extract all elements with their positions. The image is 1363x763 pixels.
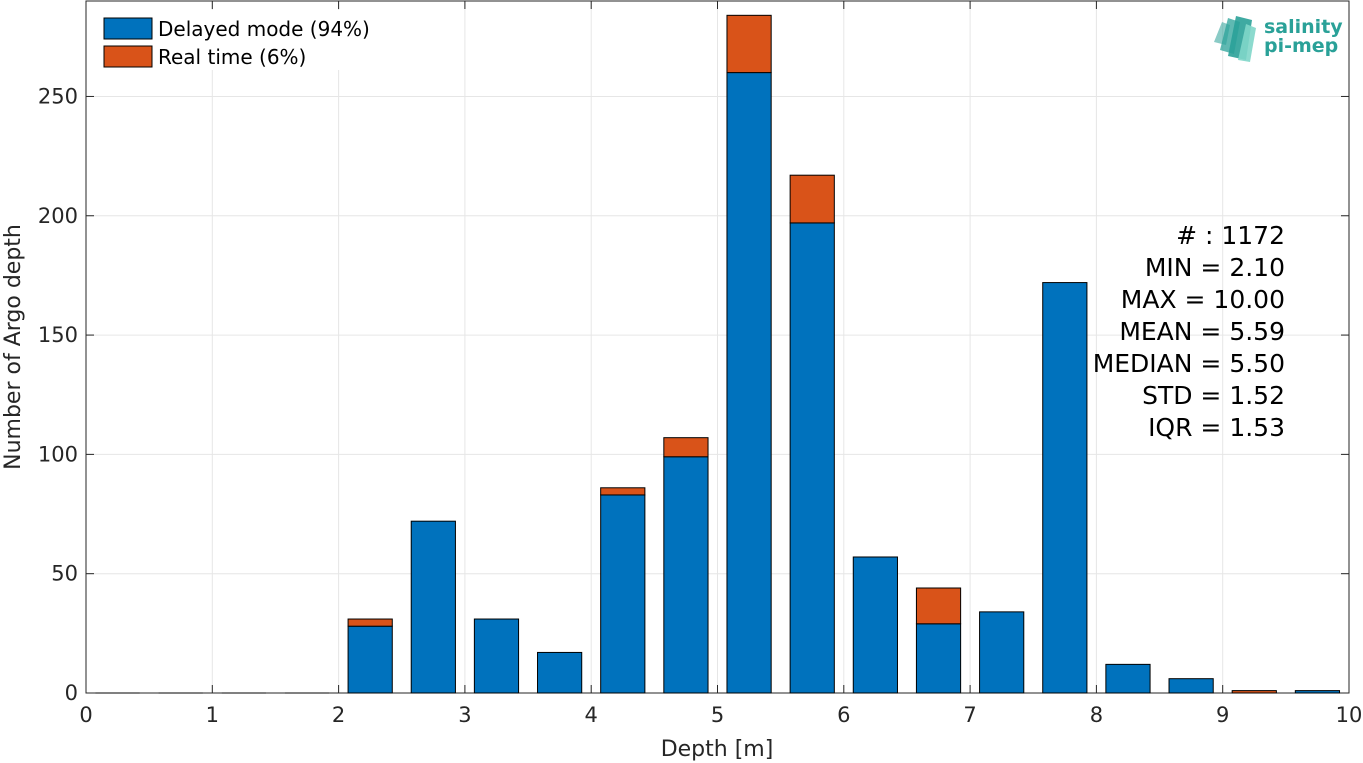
y-tick-label: 200	[38, 204, 78, 228]
legend-label-delayed: Delayed mode (94%)	[158, 17, 370, 41]
legend: Delayed mode (94%) Real time (6%)	[98, 10, 400, 70]
grid-lines	[86, 1, 1349, 693]
y-tick-label: 100	[38, 442, 78, 466]
bar-delayed-mode	[726, 72, 772, 694]
waves-logo-icon	[1214, 16, 1256, 62]
bar-delayed-mode	[663, 456, 709, 694]
y-tick-label: 0	[65, 681, 78, 705]
x-tick-label: 0	[79, 703, 92, 727]
bar-real-time	[789, 174, 835, 224]
x-tick-label: 10	[1336, 703, 1363, 727]
bar-delayed-mode	[852, 556, 898, 694]
stats-line: MEAN = 5.59	[1119, 317, 1285, 346]
bar-delayed-mode	[473, 618, 520, 694]
x-tick-label: 9	[1216, 703, 1229, 727]
legend-label-realtime: Real time (6%)	[158, 45, 306, 69]
stats-line: MEDIAN = 5.50	[1093, 349, 1285, 378]
bar-delayed-mode	[410, 520, 456, 694]
stats-line: IQR = 1.53	[1148, 413, 1285, 442]
stats-line: MIN = 2.10	[1145, 253, 1285, 282]
bar-real-time	[915, 587, 962, 625]
bar-delayed-mode	[537, 651, 583, 694]
legend-swatch-realtime	[103, 45, 153, 68]
bar-real-time	[1231, 690, 1277, 694]
x-tick-label: 7	[963, 703, 976, 727]
y-axis-title: Number of Argo depth	[1, 224, 26, 470]
bar-real-time	[347, 618, 393, 627]
bar-delayed-mode	[347, 625, 393, 694]
legend-swatch-delayed	[103, 17, 153, 40]
bar-delayed-mode	[915, 623, 962, 694]
stats-line: STD = 1.52	[1142, 381, 1285, 410]
x-tick-label: 3	[458, 703, 471, 727]
x-axis: 0 1 2 3 4 5 6 7 8 9 10	[79, 1, 1362, 727]
x-tick-label: 4	[585, 703, 598, 727]
bar-delayed-mode	[1294, 690, 1341, 694]
y-tick-label: 250	[38, 84, 78, 108]
bar-delayed-mode	[979, 611, 1025, 694]
bar-delayed-mode	[600, 494, 646, 694]
stats-line: # : 1172	[1176, 221, 1285, 250]
statistics-annotation: # : 1172 MIN = 2.10 MAX = 10.00 MEAN = 5.59…	[1093, 221, 1285, 442]
stats-line: MAX = 10.00	[1121, 285, 1285, 314]
bar-delayed-mode	[789, 222, 835, 694]
salinity-pi-mep-logo: salinity pi-mep	[1214, 16, 1343, 62]
bar-real-time	[600, 487, 646, 496]
bar-delayed-mode	[1168, 678, 1214, 694]
x-axis-title: Depth [m]	[661, 737, 774, 762]
bar-real-time	[726, 14, 772, 74]
y-tick-label: 50	[51, 562, 78, 586]
bars-group	[95, 14, 1341, 694]
logo-line2: pi-mep	[1264, 35, 1338, 57]
x-tick-label: 8	[1090, 703, 1103, 727]
x-tick-label: 1	[206, 703, 219, 727]
bar-delayed-mode	[1042, 282, 1088, 694]
x-tick-label: 5	[711, 703, 724, 727]
x-tick-label: 2	[332, 703, 345, 727]
logo-line1: salinity	[1264, 16, 1343, 38]
bar-real-time	[663, 437, 709, 458]
y-tick-label: 150	[38, 323, 78, 347]
bar-delayed-mode	[1105, 663, 1151, 694]
y-axis: 0 50 100 150 200 250	[38, 84, 1349, 705]
x-tick-label: 6	[837, 703, 850, 727]
